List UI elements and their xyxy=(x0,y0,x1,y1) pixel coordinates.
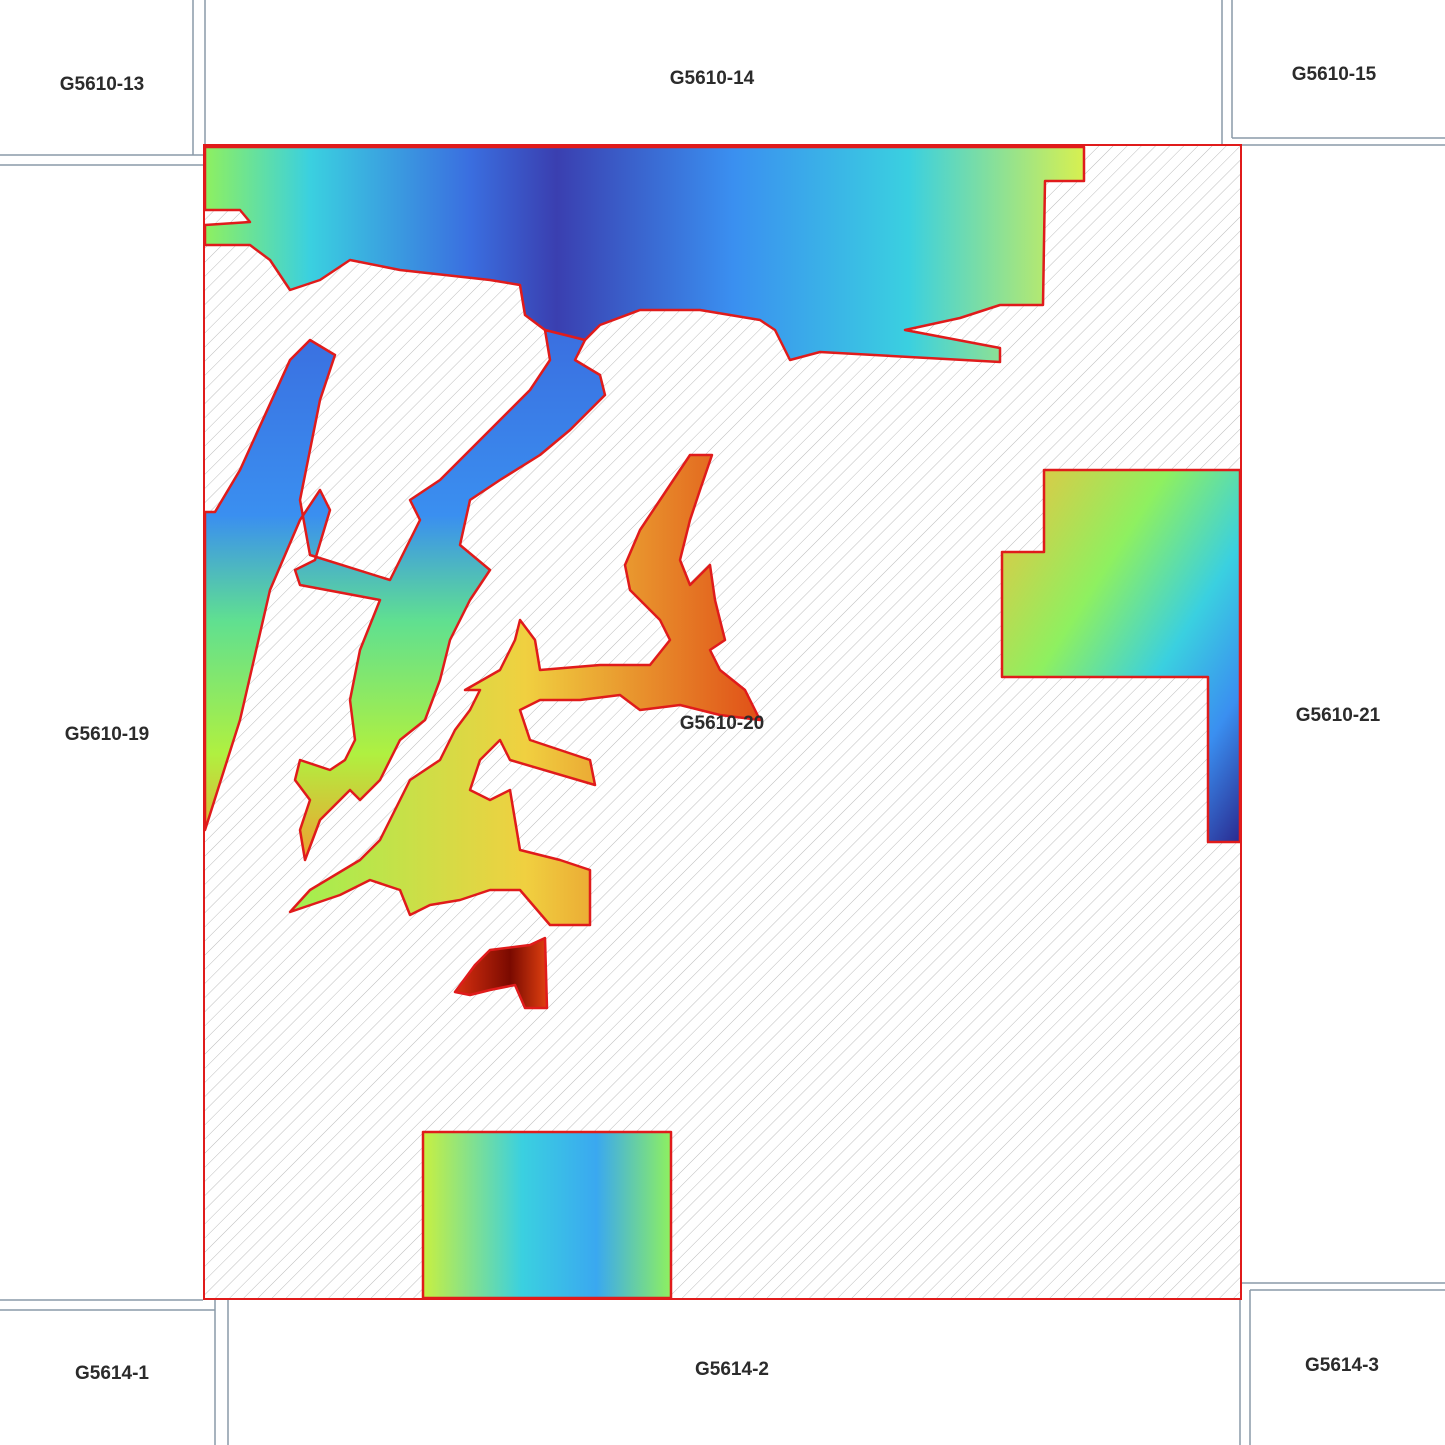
tile-label-g5610-15: G5610-15 xyxy=(1291,64,1377,85)
elevation-patch-dark-south xyxy=(453,936,549,1010)
tile-label-g5610-19: G5610-19 xyxy=(64,724,150,745)
elevation-patch-south xyxy=(421,1130,673,1300)
tile-label-g5610-14: G5610-14 xyxy=(669,68,755,89)
tile-label-g5610-21: G5610-21 xyxy=(1295,705,1381,726)
tile-label-g5614-2: G5614-2 xyxy=(695,1359,769,1380)
elevation-patch-center xyxy=(288,453,762,927)
elevation-patch-river xyxy=(203,328,607,862)
tile-label-g5614-3: G5614-3 xyxy=(1305,1355,1379,1376)
tile-label-g5614-1: G5614-1 xyxy=(75,1363,149,1384)
tile-label-g5610-20: G5610-20 xyxy=(679,713,765,734)
tile-label-g5610-13: G5610-13 xyxy=(59,74,145,95)
elevation-patch-east xyxy=(1000,468,1242,844)
